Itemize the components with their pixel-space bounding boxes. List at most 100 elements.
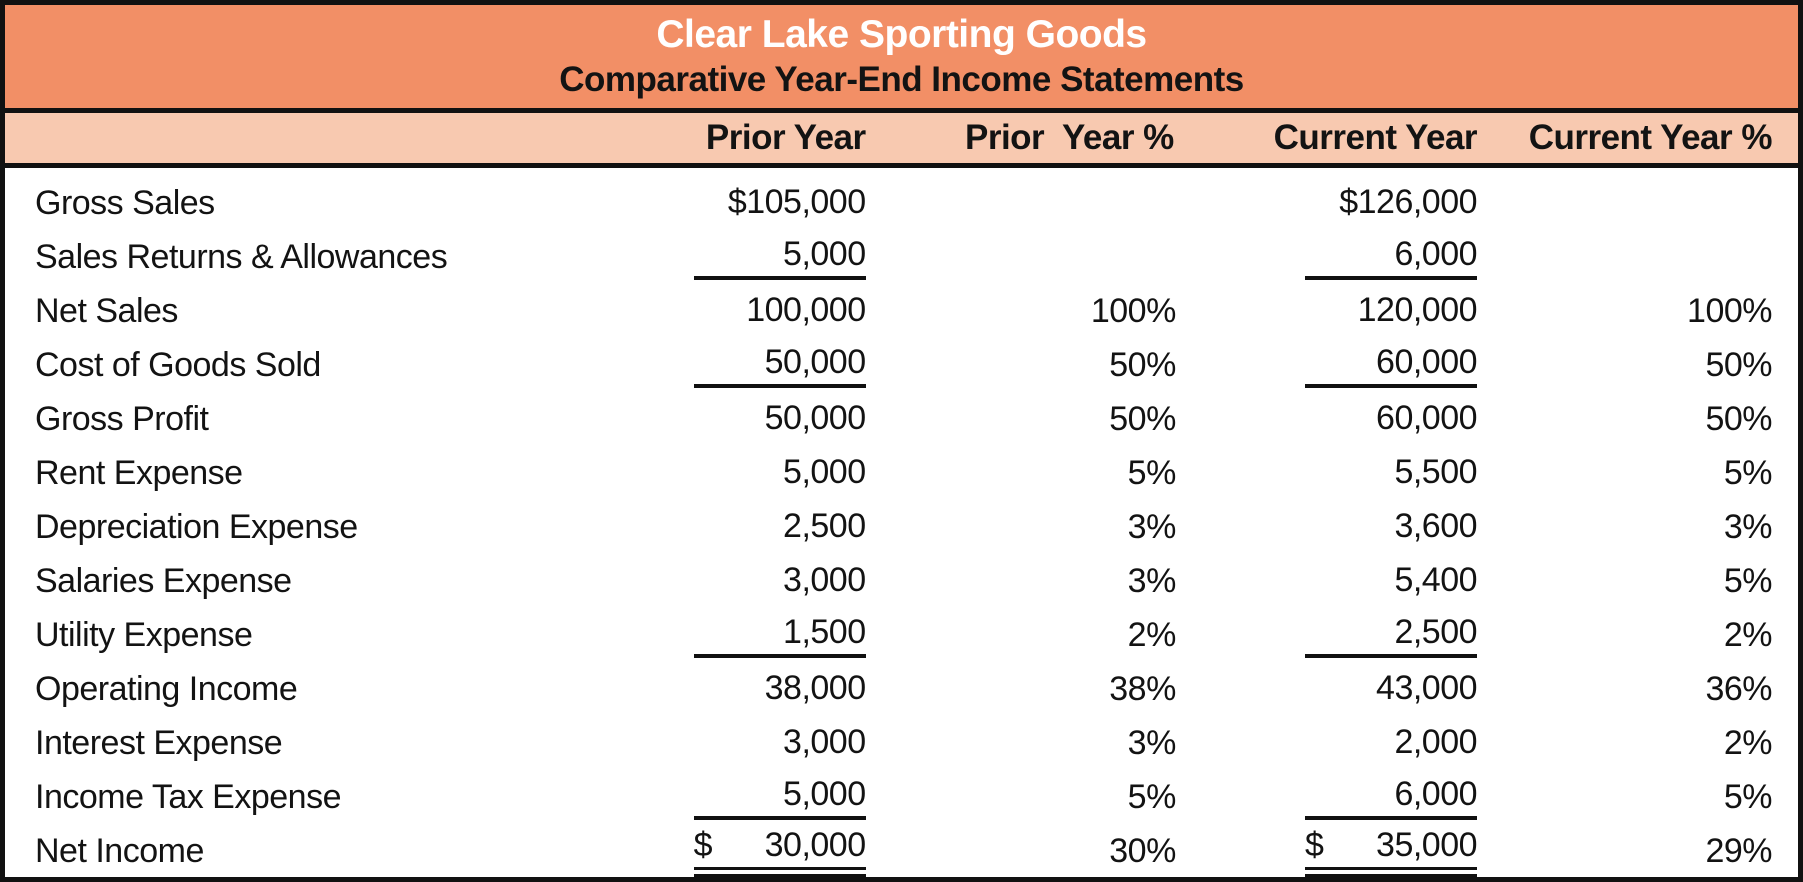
current-year-percent: 5% (1723, 453, 1773, 492)
row-label: Net Income (35, 831, 204, 870)
table-row: Rent Expense 5,000 5% 5,500 5% (5, 446, 1798, 500)
prior-year-percent: 100% (1090, 291, 1176, 330)
column-header-prior-year: Prior Year (705, 118, 866, 157)
current-year-percent: 2% (1723, 615, 1773, 654)
current-year-amount-cell: $35,000 (1176, 824, 1478, 877)
prior-year-percent: 3% (1127, 507, 1177, 546)
title-band: Clear Lake Sporting Goods Comparative Ye… (5, 5, 1798, 113)
prior-year-percent: 5% (1127, 777, 1177, 816)
prior-year-percent: 50% (1109, 399, 1176, 438)
current-year-amount: $35,000 (1305, 825, 1478, 877)
prior-year-amount-cell: $105,000 (561, 166, 866, 231)
prior-year-amount: 3,000 (783, 560, 866, 599)
prior-year-amount-cell: 3,000 (561, 716, 866, 770)
prior-year-amount: 3,000 (783, 722, 866, 761)
blank-header-cell (5, 113, 561, 166)
table-row: Sales Returns & Allowances 5,000 6,000 (5, 230, 1798, 284)
table-row: Interest Expense 3,000 3% 2,000 2% (5, 716, 1798, 770)
prior-year-amount-cell: 5,000 (561, 230, 866, 284)
prior-year-amount-cell: 38,000 (561, 662, 867, 716)
row-label: Interest Expense (35, 723, 283, 762)
current-year-percent (1477, 166, 1798, 231)
prior-year-amount-cell: 50,000 (561, 338, 866, 392)
row-label: Salaries Expense (35, 561, 292, 600)
currency-symbol: $ (693, 825, 713, 864)
current-year-amount: 43,000 (1376, 668, 1478, 707)
current-year-amount-cell: 60,000 (1176, 392, 1478, 446)
current-year-amount: 120,000 (1357, 290, 1478, 329)
prior-year-percent: 38% (1109, 669, 1176, 708)
table-row: Depreciation Expense 2,500 3% 3,600 3% (5, 500, 1798, 554)
current-year-amount-cell: 3,600 (1176, 500, 1477, 554)
current-year-amount: 5,400 (1394, 560, 1478, 599)
row-label: Sales Returns & Allowances (35, 237, 448, 276)
current-year-amount: 6,000 (1305, 235, 1478, 280)
current-year-percent (1477, 230, 1798, 284)
current-year-amount-cell: 6,000 (1176, 770, 1478, 824)
current-year-amount-cell: 2,500 (1176, 608, 1478, 662)
row-label: Gross Sales (35, 183, 215, 222)
current-year-amount: 60,000 (1305, 343, 1478, 388)
current-year-amount: 6,000 (1305, 775, 1478, 820)
current-year-percent: 36% (1705, 669, 1772, 708)
table-row: Gross Profit 50,000 50% 60,000 50% (5, 392, 1798, 446)
table-row: Utility Expense 1,500 2% 2,500 2% (5, 608, 1798, 662)
prior-year-amount-cell: $30,000 (561, 824, 866, 877)
amount-value: 35,000 (1376, 825, 1478, 864)
current-year-amount-cell: 6,000 (1176, 230, 1478, 284)
current-year-percent: 5% (1723, 561, 1773, 600)
table-row: Operating Income 38,000 38% 43,000 36% (5, 662, 1798, 716)
current-year-amount-cell: 5,400 (1176, 554, 1477, 608)
table-row: Salaries Expense 3,000 3% 5,400 5% (5, 554, 1798, 608)
table-row: Income Tax Expense 5,000 5% 6,000 5% (5, 770, 1798, 824)
prior-year-percent: 3% (1127, 561, 1177, 600)
current-year-amount-cell: 60,000 (1176, 338, 1478, 392)
prior-year-amount: 50,000 (693, 343, 866, 388)
table-row: Cost of Goods Sold 50,000 50% 60,000 50% (5, 338, 1798, 392)
current-year-amount-cell: 5,500 (1176, 446, 1477, 500)
prior-year-amount-cell: 50,000 (561, 392, 867, 446)
row-label: Utility Expense (35, 615, 253, 654)
current-year-amount-cell: 120,000 (1176, 284, 1478, 338)
prior-year-percent: 2% (1127, 615, 1177, 654)
comparative-income-statement-table: Prior Year Prior Year % Current Year Cur… (5, 113, 1798, 878)
current-year-amount: $126,000 (1339, 182, 1478, 221)
row-label: Rent Expense (35, 453, 243, 492)
prior-year-amount: 5,000 (693, 775, 866, 820)
prior-year-percent: 3% (1127, 723, 1177, 762)
current-year-amount-cell: 43,000 (1176, 662, 1478, 716)
current-year-amount: 2,000 (1394, 722, 1478, 761)
column-header-row: Prior Year Prior Year % Current Year Cur… (5, 113, 1798, 166)
current-year-percent: 29% (1705, 831, 1772, 870)
current-year-percent: 50% (1705, 345, 1772, 384)
current-year-percent: 50% (1705, 399, 1772, 438)
prior-year-percent (866, 166, 1176, 231)
prior-year-amount-cell: 100,000 (561, 284, 866, 338)
table-row: Net Sales 100,000 100% 120,000 100% (5, 284, 1798, 338)
prior-year-amount: 2,500 (783, 506, 866, 545)
statement-subtitle: Comparative Year-End Income Statements (559, 60, 1244, 99)
prior-year-percent: 5% (1127, 453, 1177, 492)
column-header-current-year: Current Year (1273, 118, 1478, 157)
current-year-amount-cell: 2,000 (1176, 716, 1477, 770)
table-body: Gross Sales $105,000 $126,000 Sales Returns… (5, 166, 1798, 878)
currency-symbol: $ (1305, 825, 1324, 864)
row-label: Operating Income (35, 669, 298, 708)
prior-year-amount: $30,000 (693, 825, 866, 877)
prior-year-amount: 1,500 (693, 613, 866, 658)
current-year-amount: 5,500 (1394, 452, 1478, 491)
prior-year-amount: 38,000 (764, 668, 867, 707)
row-label: Gross Profit (35, 399, 209, 438)
prior-year-amount-cell: 1,500 (561, 608, 866, 662)
table-row: Net Income $30,000 30% $35,000 29% (5, 824, 1798, 877)
prior-year-amount: $105,000 (727, 182, 866, 221)
prior-year-amount-cell: 3,000 (561, 554, 866, 608)
prior-year-amount: 5,000 (783, 452, 866, 491)
prior-year-amount-cell: 5,000 (561, 770, 866, 824)
table-row: Gross Sales $105,000 $126,000 (5, 166, 1798, 231)
current-year-percent: 5% (1723, 777, 1773, 816)
current-year-percent: 2% (1723, 723, 1773, 762)
prior-year-amount: 100,000 (746, 290, 866, 329)
column-header-prior-year-percent: Prior Year % (964, 118, 1174, 157)
